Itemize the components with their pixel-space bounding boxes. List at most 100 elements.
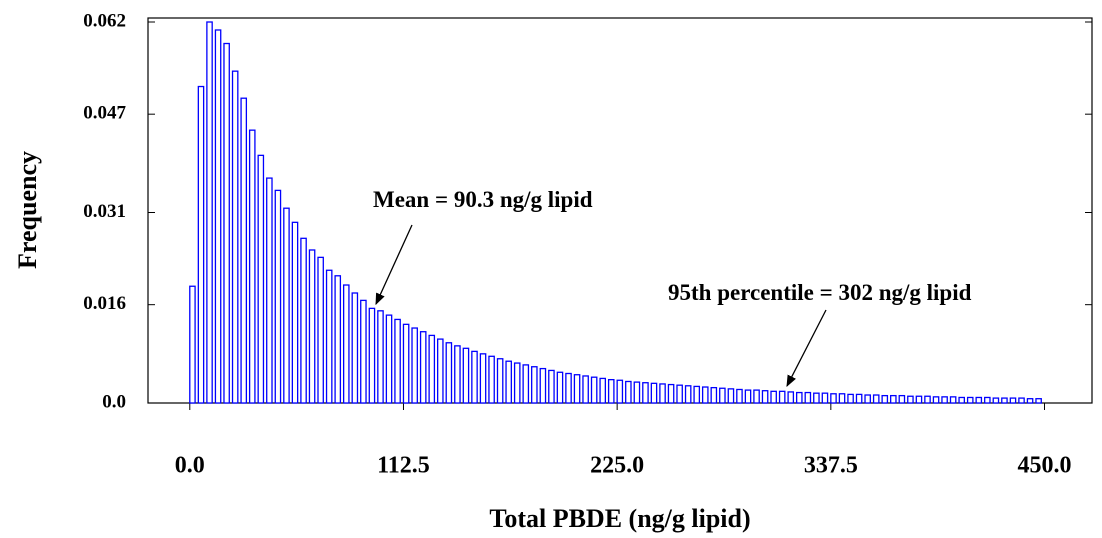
y-axis-label: Frequency xyxy=(13,151,42,269)
bar xyxy=(590,376,598,404)
bar xyxy=(231,70,239,404)
bar xyxy=(881,394,889,404)
bar xyxy=(795,391,803,404)
annotation: 95th percentile = 302 ng/g lipid xyxy=(668,280,972,305)
bar xyxy=(548,369,555,404)
y-tick-label: 0.062 xyxy=(83,10,126,31)
bar xyxy=(684,385,692,404)
bar xyxy=(1009,397,1017,404)
bar xyxy=(941,396,948,404)
bar xyxy=(402,323,410,404)
bar xyxy=(847,393,854,404)
bar xyxy=(197,85,205,404)
bar xyxy=(342,284,350,404)
bar xyxy=(454,345,461,404)
y-tick-label: 0.0 xyxy=(102,391,126,412)
bar xyxy=(753,389,760,404)
bar xyxy=(496,358,504,404)
bar xyxy=(445,342,453,404)
bar xyxy=(616,379,624,404)
y-tick-label: 0.047 xyxy=(83,103,126,124)
bar xyxy=(693,385,701,404)
bar xyxy=(599,377,607,404)
bar xyxy=(411,327,418,404)
bar xyxy=(667,383,675,404)
bar xyxy=(1035,398,1042,404)
bar xyxy=(1001,397,1008,404)
x-tick-label: 0.0 xyxy=(175,453,205,479)
bar xyxy=(223,42,230,404)
bar xyxy=(488,355,495,404)
bar xyxy=(984,396,991,404)
bar xyxy=(522,364,530,404)
bar xyxy=(650,382,658,404)
bar xyxy=(513,362,521,404)
bar xyxy=(864,394,871,404)
bar xyxy=(855,393,863,404)
bar xyxy=(890,394,897,404)
bar xyxy=(556,371,564,404)
bar xyxy=(274,189,282,404)
bar xyxy=(830,393,837,404)
x-tick-label: 112.5 xyxy=(377,453,430,479)
bar xyxy=(1026,398,1034,404)
bar xyxy=(428,334,436,404)
bar xyxy=(317,256,324,404)
bar xyxy=(360,299,367,404)
bar xyxy=(283,207,290,404)
x-tick-label: 337.5 xyxy=(804,453,858,479)
bar xyxy=(531,366,538,404)
bar xyxy=(573,374,581,404)
bar xyxy=(437,338,444,404)
bar xyxy=(385,314,393,404)
bar xyxy=(462,347,470,404)
bar xyxy=(300,237,307,404)
bar xyxy=(240,97,248,404)
bar xyxy=(736,388,743,404)
bar xyxy=(761,390,769,404)
bar xyxy=(787,391,795,404)
bar xyxy=(872,394,880,404)
bar xyxy=(479,353,487,404)
y-tick-label: 0.016 xyxy=(83,293,126,314)
bar xyxy=(949,396,957,404)
bar xyxy=(719,387,726,404)
annotation-arrow xyxy=(375,224,413,306)
bar xyxy=(291,221,299,404)
bar xyxy=(958,396,965,404)
bar xyxy=(419,331,427,404)
bar xyxy=(770,390,777,404)
bar xyxy=(838,393,846,404)
bar xyxy=(821,392,829,404)
bar xyxy=(471,350,478,404)
bar xyxy=(325,269,333,404)
bar xyxy=(214,29,222,404)
bar xyxy=(907,395,914,404)
bar xyxy=(368,307,376,404)
bar xyxy=(676,384,683,404)
bar xyxy=(915,395,923,404)
bar xyxy=(1018,397,1025,404)
bar xyxy=(539,367,547,404)
bar xyxy=(582,375,589,404)
x-tick-label: 225.0 xyxy=(590,453,644,479)
bar xyxy=(804,391,812,404)
bar xyxy=(966,396,974,404)
bar xyxy=(898,394,906,404)
y-tick-label: 0.031 xyxy=(83,201,126,222)
bar xyxy=(351,292,359,404)
bar xyxy=(975,396,983,404)
bar xyxy=(625,380,632,404)
bar xyxy=(266,177,273,404)
bar xyxy=(813,392,820,404)
bar xyxy=(701,386,709,404)
bar xyxy=(334,275,342,404)
bar xyxy=(505,360,512,404)
bar xyxy=(744,389,752,404)
bar xyxy=(633,381,641,404)
bar xyxy=(565,372,572,404)
bar xyxy=(778,390,786,404)
bar xyxy=(924,395,931,404)
bar xyxy=(257,154,265,404)
